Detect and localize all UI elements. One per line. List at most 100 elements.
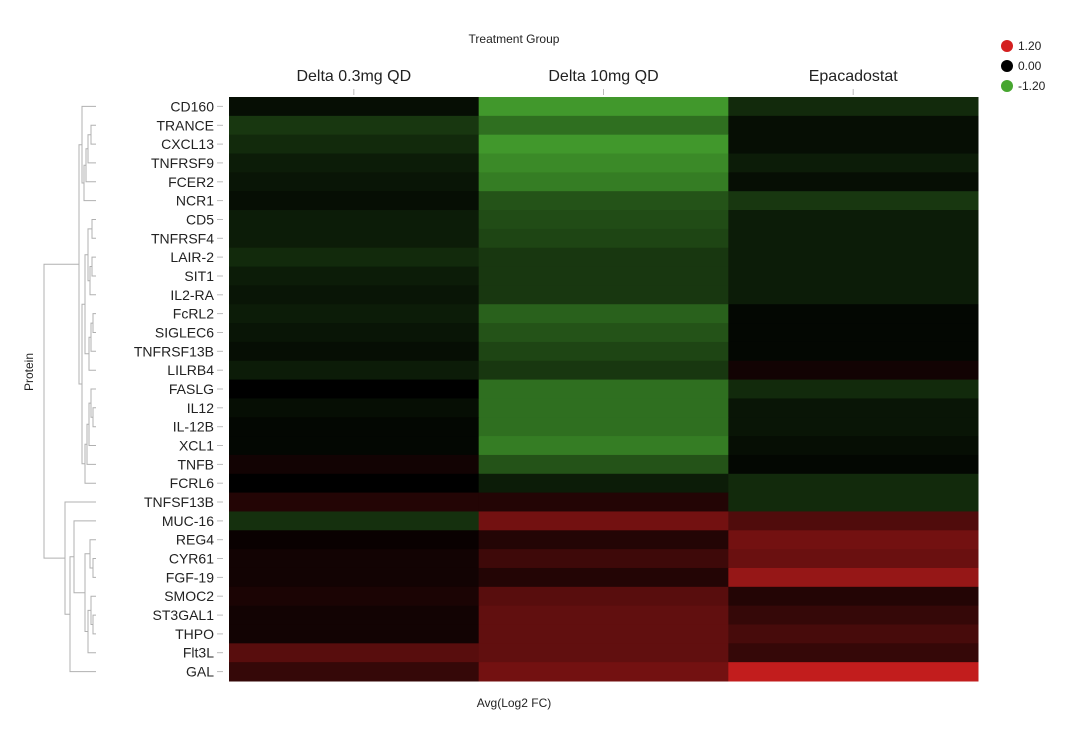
- dendrogram-branch: [91, 256, 96, 277]
- heatmap-cell: [229, 134, 480, 155]
- heatmap-cell: [229, 436, 480, 456]
- heatmap-cell: [478, 379, 729, 399]
- heatmap-cell: [728, 473, 979, 494]
- heatmap-cell: [478, 398, 729, 418]
- heatmap-cell: [728, 586, 979, 607]
- heatmap-cell: [229, 492, 480, 512]
- heatmap-cell: [728, 492, 979, 512]
- row-label: TNFSF13B: [144, 494, 214, 510]
- heatmap-cell: [478, 549, 729, 569]
- row-label: MUC-16: [162, 513, 214, 529]
- row-label: IL2-RA: [170, 287, 214, 303]
- heatmap-cell: [229, 323, 480, 343]
- heatmap-cell: [229, 605, 480, 625]
- heatmap-cell: [728, 567, 979, 588]
- heatmap-cell: [478, 153, 729, 173]
- heatmap-cell: [728, 266, 979, 286]
- heatmap-cell: [478, 97, 729, 117]
- heatmap-cell: [229, 172, 480, 192]
- heatmap-cell: [478, 134, 729, 155]
- heatmap-cell: [728, 624, 979, 644]
- heatmap-cell: [478, 304, 729, 324]
- heatmap-cell: [728, 191, 979, 211]
- dendrogram-branch: [92, 407, 96, 428]
- heatmap-cell: [728, 549, 979, 569]
- heatmap-cell: [229, 417, 480, 437]
- dendrogram-branch: [89, 266, 96, 296]
- heatmap-cell: [728, 210, 979, 230]
- row-label: SMOC2: [164, 588, 214, 604]
- row-label: FcRL2: [173, 306, 214, 322]
- heatmap-cell: [229, 97, 480, 117]
- heatmap-cell: [478, 417, 729, 437]
- x-axis-label: Avg(Log2 FC): [477, 696, 551, 710]
- heatmap-cell: [728, 398, 979, 418]
- legend-label: 1.20: [1018, 39, 1042, 53]
- heatmap-cell: [728, 360, 979, 381]
- heatmap-cell: [229, 228, 480, 249]
- heatmap-cell: [229, 153, 480, 173]
- heatmap-cell: [728, 228, 979, 249]
- heatmap-cell: [229, 398, 480, 418]
- heatmap-cell: [229, 266, 480, 286]
- heatmap-cell: [229, 210, 480, 230]
- dendrogram-branch: [92, 614, 96, 635]
- heatmap-cell: [229, 530, 480, 550]
- heatmap-cell: [728, 379, 979, 399]
- row-labels: CD160 TRANCE CXCL13 TNFRSF9 FCER2 NCR1 CD5 TNFR…: [134, 98, 223, 680]
- heatmap-cell: [229, 341, 480, 362]
- legend-swatch: [1001, 60, 1013, 72]
- heatmap-cell: [728, 285, 979, 305]
- heatmap-cell: [478, 323, 729, 343]
- heatmap-cell: [229, 285, 480, 305]
- row-label: TNFRSF13B: [134, 343, 214, 359]
- heatmap-cell: [478, 511, 729, 531]
- heatmap-cell: [229, 511, 480, 531]
- heatmap-cell: [728, 436, 979, 456]
- row-label: NCR1: [176, 193, 214, 209]
- dendrogram-branch: [92, 313, 96, 333]
- dendrogram-branch: [92, 558, 96, 578]
- heatmap-cell: [728, 454, 979, 475]
- row-label: IL12: [187, 400, 214, 416]
- heatmap-cell: [229, 454, 480, 475]
- dendrogram-branch: [86, 423, 96, 465]
- dendrogram-branch: [88, 336, 96, 371]
- row-label: XCL1: [179, 438, 214, 454]
- heatmap-cell: [728, 643, 979, 663]
- heatmap-cell: [229, 191, 480, 211]
- heatmap-cell: [728, 341, 979, 362]
- row-label: CXCL13: [161, 136, 214, 152]
- heatmap-cell: [728, 511, 979, 531]
- heatmap-cell: [478, 454, 729, 475]
- heatmap-cell: [478, 247, 729, 268]
- heatmap-cell: [229, 379, 480, 399]
- column-label: Delta 10mg QD: [548, 68, 658, 85]
- dendrogram-branch: [87, 134, 96, 164]
- legend-swatch: [1001, 80, 1013, 92]
- heatmap-cell: [478, 624, 729, 644]
- heatmap-cell: [478, 473, 729, 494]
- heatmap-cell: [728, 153, 979, 173]
- heatmap-cell: [728, 662, 979, 682]
- heatmap-cell: [229, 549, 480, 569]
- row-label: REG4: [176, 532, 214, 548]
- legend-label: 0.00: [1018, 59, 1042, 73]
- heatmap-cell: [229, 247, 480, 268]
- heatmap-cell: [728, 247, 979, 268]
- row-label: TRANCE: [156, 117, 214, 133]
- heatmap-cell: [478, 172, 729, 192]
- dendrogram-branch: [90, 124, 96, 145]
- heatmap-cell: [478, 341, 729, 362]
- row-label: THPO: [175, 626, 214, 642]
- heatmap-cell: [478, 228, 729, 249]
- heatmap-cells: [229, 97, 979, 682]
- heatmap-cell: [229, 304, 480, 324]
- heatmap-cell: [478, 436, 729, 456]
- row-label: ST3GAL1: [153, 607, 215, 623]
- column-labels: Delta 0.3mg QD Delta 10mg QD Epacadostat: [296, 68, 898, 95]
- heatmap-cell: [728, 530, 979, 550]
- heatmap-cell: [728, 605, 979, 625]
